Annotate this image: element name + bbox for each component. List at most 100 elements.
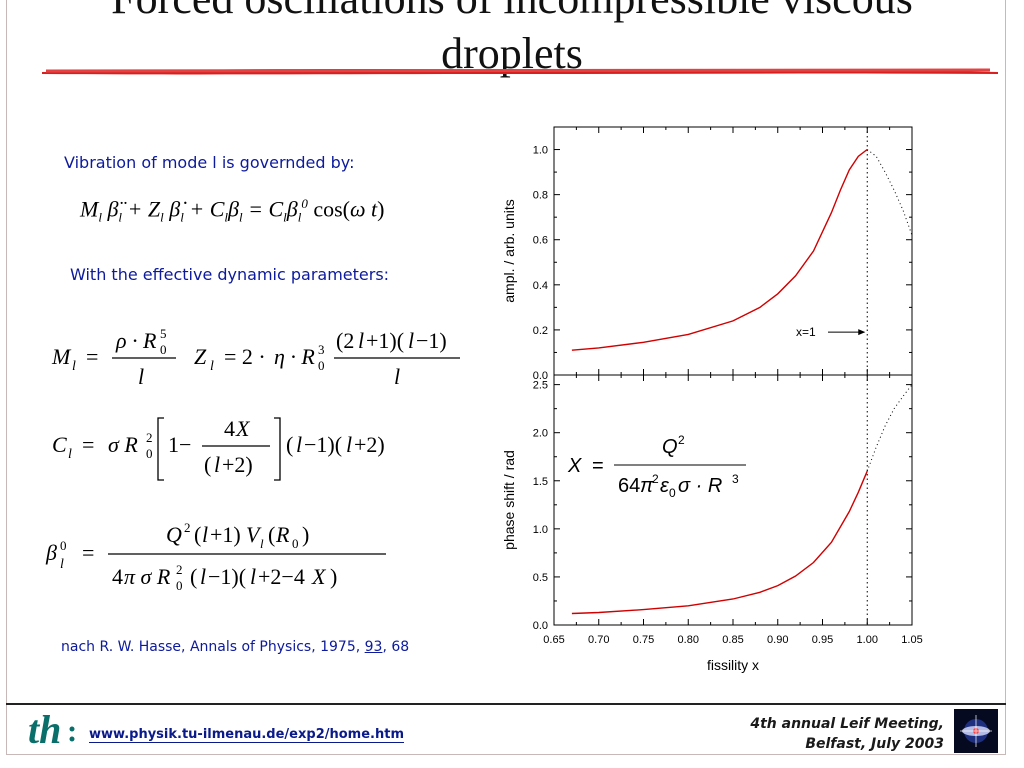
tu-logo: th [28, 709, 75, 751]
xtick-label: 0.85 [722, 634, 743, 646]
xtick-label: 0.95 [812, 634, 833, 646]
amp-ytick-label: 0.8 [533, 190, 548, 202]
svg-text:l: l [260, 536, 264, 551]
svg-text:Q: Q [662, 436, 678, 458]
svg-text:2: 2 [176, 562, 183, 577]
phase-ytick-label: 1.0 [533, 524, 548, 536]
phase-curve-solid [571, 470, 868, 615]
svg-text:X: X [311, 564, 327, 589]
svg-text:l: l [68, 447, 72, 462]
svg-text:M: M [51, 344, 72, 369]
svg-text:+2): +2) [222, 452, 253, 477]
xtick-label: 0.75 [633, 634, 654, 646]
footer-divider [6, 703, 1006, 705]
xtick-label: 1.05 [901, 634, 922, 646]
slide-title-line1: Forced oscillations of incompressible vi… [0, 0, 1024, 25]
amp-ytick-label: 1.0 [533, 145, 548, 157]
svg-text:π: π [640, 475, 654, 497]
svg-text:=: = [82, 540, 94, 565]
svg-text:(: ( [286, 432, 293, 457]
svg-text:2: 2 [184, 520, 191, 535]
phase-ylabel: phase shift / rad [501, 450, 517, 550]
svg-text:l: l [138, 364, 144, 389]
svg-text:l: l [250, 564, 256, 589]
xtick-label: 1.00 [857, 634, 878, 646]
svg-text:−1)(: −1)( [304, 432, 342, 457]
params-text: With the effective dynamic parameters: [70, 265, 390, 284]
svg-text:ρ · R: ρ · R [115, 328, 157, 353]
svg-text:2: 2 [678, 433, 685, 447]
phase-panel-frame [553, 374, 913, 626]
svg-text:X: X [567, 455, 582, 477]
amp-ytick-label: 0.4 [533, 280, 548, 292]
svg-text:0: 0 [146, 446, 153, 461]
svg-text:(2: (2 [336, 328, 354, 353]
phase-ytick-label: 0.0 [533, 620, 548, 632]
meeting-line2: Belfast, July 2003 [805, 736, 944, 752]
svg-text:=: = [86, 344, 98, 369]
slide-frame [6, 0, 1006, 755]
svg-text:0: 0 [292, 536, 299, 551]
svg-text:3: 3 [732, 472, 739, 486]
svg-text:4: 4 [112, 564, 123, 589]
footer-url-link[interactable]: www.physik.tu-ilmenau.de/exp2/home.htm [89, 727, 404, 743]
svg-text:): ) [330, 564, 337, 589]
title-underline [42, 68, 998, 75]
svg-text:l: l [358, 328, 364, 353]
svg-text:0: 0 [160, 342, 167, 357]
svg-text:l: l [408, 328, 414, 353]
svg-text:=: = [592, 455, 604, 477]
phase-ytick-label: 1.5 [533, 476, 548, 488]
svg-text:0: 0 [176, 578, 183, 593]
xtick-label: 0.70 [588, 634, 609, 646]
svg-text:4: 4 [224, 416, 235, 441]
svg-text:η · R: η · R [274, 344, 315, 369]
svg-text:l: l [214, 452, 220, 477]
svg-text:l: l [202, 522, 208, 547]
svg-text:l: l [200, 564, 206, 589]
amp-ytick-label: 0.6 [533, 235, 548, 247]
svg-text:l: l [60, 557, 64, 572]
svg-text:l: l [210, 359, 214, 374]
svg-text:l: l [72, 359, 76, 374]
amp-ytick-label: 0.2 [533, 325, 548, 337]
reference-suffix: , 68 [382, 639, 410, 655]
xtick-label: 0.65 [543, 634, 564, 646]
svg-text:X: X [235, 416, 251, 441]
amp-ytick-label: 0.0 [533, 370, 548, 382]
equation-of-motion: Ml β̈l + Zl β̇l + Clβl = Clβl0 cos(ω t) [80, 196, 385, 225]
svg-text:σ R: σ R [108, 432, 138, 457]
svg-text:+2): +2) [354, 432, 385, 457]
meeting-line1: 4th annual Leif Meeting, [750, 716, 944, 732]
phase-ytick-label: 0.5 [533, 572, 548, 584]
svg-text:th: th [28, 709, 61, 751]
svg-text:5: 5 [160, 326, 167, 341]
svg-text:+2−4: +2−4 [258, 564, 305, 589]
reference-text: nach R. W. Hasse, Annals of Physics, 197… [61, 639, 409, 655]
svg-text:(: ( [268, 522, 275, 547]
svg-text:0: 0 [669, 486, 676, 500]
svg-text:0: 0 [318, 358, 325, 373]
svg-text:2: 2 [146, 430, 153, 445]
fissility-plot: 0.0 0.2 0.4 0.6 0.8 1.0 ampl. / arb. units 0.0 0… [501, 126, 923, 673]
svg-text:−1): −1) [416, 328, 447, 353]
annotation-x1: x=1 [796, 325, 816, 339]
xtick-label: 0.80 [678, 634, 699, 646]
svg-text:R: R [275, 522, 290, 547]
svg-text:=: = [82, 432, 94, 457]
svg-text:π σ R: π σ R [124, 564, 171, 589]
svg-text:l: l [346, 432, 352, 457]
amp-curve-dotted [866, 149, 913, 236]
svg-text:(: ( [194, 522, 201, 547]
svg-text:−1)(: −1)( [208, 564, 246, 589]
amp-panel-frame [553, 126, 913, 376]
svg-text:σ · R: σ · R [678, 475, 722, 497]
svg-text:+1)(: +1)( [366, 328, 404, 353]
meeting-logo-icon [954, 709, 998, 753]
svg-text:Z: Z [194, 344, 207, 369]
svg-text:= 2 ·: = 2 · [224, 344, 266, 369]
phase-curve-dotted [866, 384, 913, 472]
svg-text:l: l [296, 432, 302, 457]
